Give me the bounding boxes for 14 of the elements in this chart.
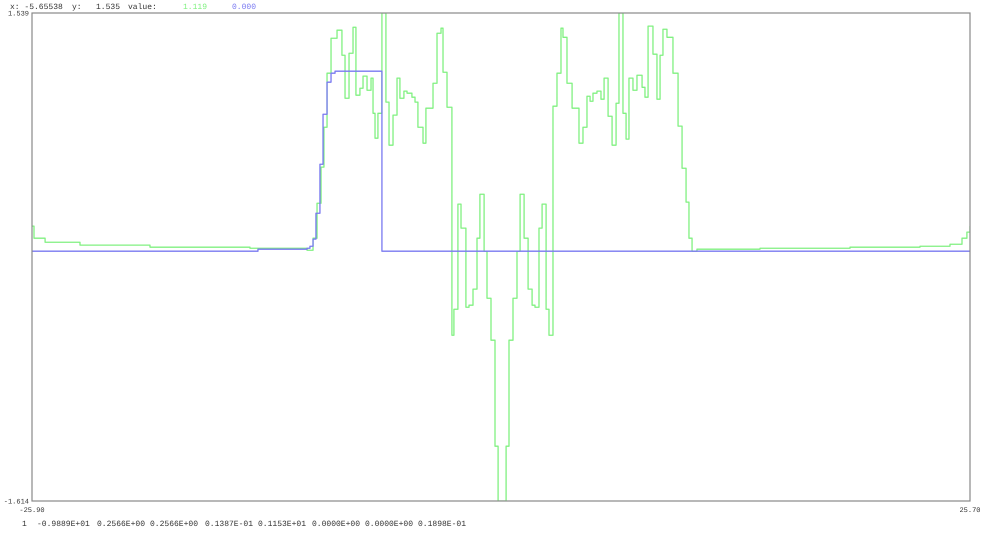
text: value:	[128, 3, 157, 12]
text: 1	[22, 520, 27, 529]
text: -0.9889E+01	[37, 520, 90, 529]
text: 0.2566E+00	[150, 520, 198, 529]
text: 1.119	[183, 3, 208, 12]
text: 0.0000E+00	[312, 520, 360, 529]
text: 0.1898E-01	[418, 520, 466, 529]
text: 0.2566E+00	[97, 520, 146, 529]
text: 0.000	[232, 3, 256, 12]
text: 0.1387E-01	[205, 520, 254, 529]
text: 0.1153E+01	[258, 520, 306, 529]
text: x: -5.65538	[10, 3, 64, 12]
text: 0.0000E+00	[365, 520, 414, 529]
text: y: 1.535	[72, 3, 120, 12]
